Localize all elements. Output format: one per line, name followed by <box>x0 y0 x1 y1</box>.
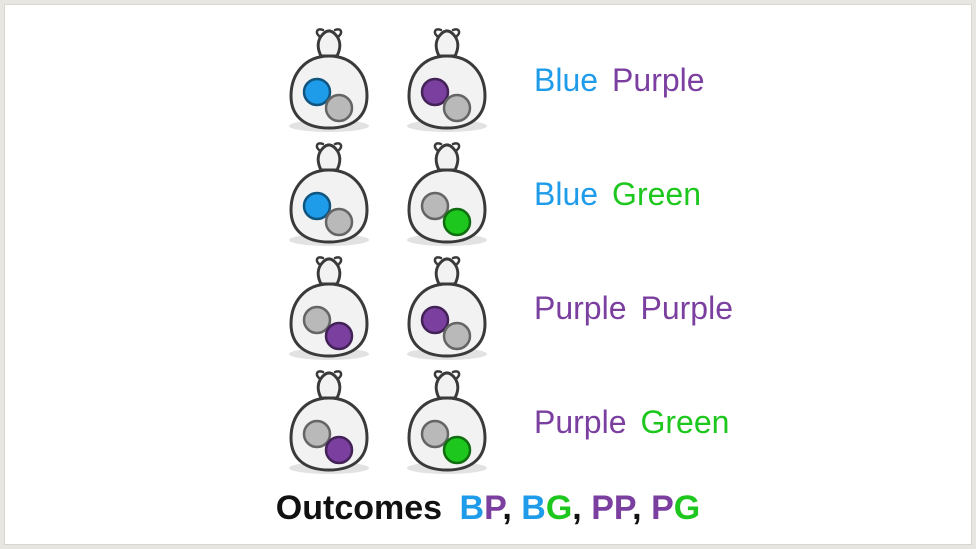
diagram-canvas: Blue Purple Blue Green Purple Purple <box>4 4 972 545</box>
row-labels: Blue Green <box>534 176 701 213</box>
outcome-letter: P <box>591 489 614 527</box>
outcome-letter: G <box>674 489 700 527</box>
row-labels: Purple Purple <box>534 290 733 327</box>
bag-slot-1 <box>270 254 388 362</box>
bag-1 <box>277 368 381 476</box>
bag-slot-2 <box>388 140 506 248</box>
row-labels: Blue Purple <box>534 62 705 99</box>
bag-slot-2 <box>388 368 506 476</box>
outcomes-summary: Outcomes BP, BG, PP, PG <box>5 489 971 528</box>
outcome-row: Blue Green <box>5 137 971 251</box>
outcome-letter: P <box>484 489 502 527</box>
ball-tl-icon <box>422 193 448 219</box>
ball-tl-icon <box>304 307 330 333</box>
ball-br-icon <box>444 209 470 235</box>
ball-tl-icon <box>304 79 330 105</box>
row-label-1: Purple <box>534 290 627 327</box>
bag-slot-1 <box>270 368 388 476</box>
bag-slot-1 <box>270 26 388 134</box>
bag-slot-2 <box>388 26 506 134</box>
outcome-row: Purple Green <box>5 365 971 479</box>
row-label-2: Green <box>612 176 701 213</box>
outcome-separator: , <box>632 489 651 527</box>
bag-1 <box>277 26 381 134</box>
outcome-letter: G <box>546 489 572 527</box>
outcome-rows: Blue Purple Blue Green Purple Purple <box>5 23 971 479</box>
bag-2 <box>395 254 499 362</box>
outcome-row: Purple Purple <box>5 251 971 365</box>
ball-br-icon <box>444 437 470 463</box>
bag-2 <box>395 368 499 476</box>
ball-tl-icon <box>304 421 330 447</box>
outcome-separator: , <box>572 489 591 527</box>
outcomes-lead: Outcomes <box>276 489 442 527</box>
bag-2 <box>395 140 499 248</box>
ball-tl-icon <box>304 193 330 219</box>
ball-br-icon <box>326 209 352 235</box>
ball-tl-icon <box>422 79 448 105</box>
bag-slot-2 <box>388 254 506 362</box>
row-label-1: Blue <box>534 62 598 99</box>
outcome-letter: B <box>521 489 546 527</box>
row-labels: Purple Green <box>534 404 729 441</box>
bag-slot-1 <box>270 140 388 248</box>
ball-br-icon <box>444 95 470 121</box>
row-label-2: Purple <box>641 290 734 327</box>
bag-1 <box>277 254 381 362</box>
ball-br-icon <box>326 437 352 463</box>
ball-br-icon <box>326 95 352 121</box>
outcome-letter: P <box>614 489 632 527</box>
row-label-1: Purple <box>534 404 627 441</box>
ball-br-icon <box>444 323 470 349</box>
ball-tl-icon <box>422 307 448 333</box>
outcome-row: Blue Purple <box>5 23 971 137</box>
row-label-2: Green <box>641 404 730 441</box>
row-label-2: Purple <box>612 62 705 99</box>
outcome-letter: B <box>460 489 485 527</box>
bag-2 <box>395 26 499 134</box>
outcome-letter: P <box>651 489 674 527</box>
ball-br-icon <box>326 323 352 349</box>
bag-1 <box>277 140 381 248</box>
ball-tl-icon <box>422 421 448 447</box>
row-label-1: Blue <box>534 176 598 213</box>
outcome-separator: , <box>502 489 521 527</box>
